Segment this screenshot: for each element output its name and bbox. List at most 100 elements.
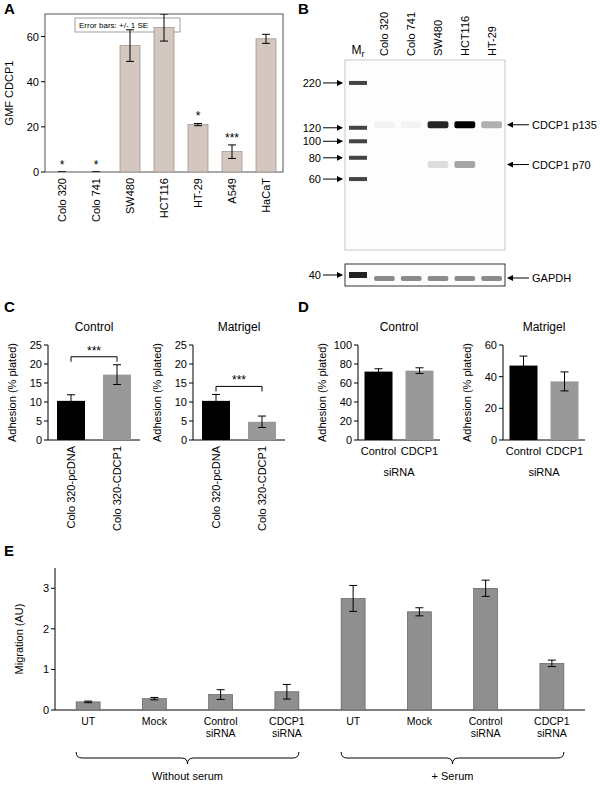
label-line: UT (81, 715, 96, 727)
error-cap (212, 394, 220, 395)
error-cap (262, 34, 270, 35)
error-line (130, 30, 131, 62)
error-cap (262, 43, 270, 44)
error-cap (375, 374, 383, 375)
y-tick (44, 383, 48, 384)
y-tick-label: 0 (491, 434, 497, 446)
y-tick (189, 440, 193, 441)
band (374, 121, 395, 128)
chart-title: Control (75, 320, 114, 334)
band (428, 161, 449, 168)
error-cap (150, 699, 158, 700)
error-bar (84, 701, 92, 703)
error-line (419, 368, 420, 374)
error-cap (126, 61, 134, 62)
error-cap (258, 427, 266, 428)
error-line (353, 585, 354, 611)
marker-label: 40 (309, 269, 321, 281)
marker-label: 60 (309, 173, 321, 185)
x-tick-label: Colo 320-CDCP1 (256, 446, 268, 531)
panel-label: B (298, 0, 309, 17)
label-line: Control (469, 715, 503, 727)
x-tick-label: CDCP1siRNA (534, 715, 570, 739)
y-tick-label: 80 (340, 358, 352, 370)
band (454, 276, 475, 281)
significance: *** (232, 373, 246, 387)
y-tick (499, 345, 503, 346)
y-tick-label: 60 (340, 377, 352, 389)
band-label: GAPDH (532, 272, 571, 284)
error-bar (160, 14, 168, 41)
error-cap (67, 406, 75, 407)
y-tick (51, 588, 55, 589)
band (481, 121, 502, 128)
annotation: * (94, 158, 99, 172)
error-line (220, 690, 221, 700)
error-cap (415, 607, 423, 608)
bar (341, 598, 365, 710)
y-tick (499, 440, 503, 441)
y-tick-label: 100 (334, 339, 352, 351)
band-label: CDCP1 p135 (532, 119, 597, 131)
error-bar (212, 394, 220, 407)
bars (58, 14, 276, 172)
band-arrow (508, 278, 529, 279)
error-cap (283, 699, 291, 700)
group-label: + Serum (432, 770, 474, 782)
y-tick (189, 364, 193, 365)
x-axis-label: siRNA (383, 466, 415, 478)
band (481, 161, 502, 168)
error-line (485, 580, 486, 596)
band (401, 276, 422, 281)
ladder-band (349, 81, 367, 85)
band-arrow (508, 164, 529, 165)
marker-arrow (323, 82, 342, 83)
x-tick-label: UT (346, 715, 361, 727)
y-tick-label: 60 (485, 339, 497, 351)
error-bar (228, 145, 236, 159)
x-tick-label: Colo 320 (56, 178, 68, 222)
error-bar (262, 34, 270, 43)
y-axis-label: Adhesion (% plated) (316, 343, 328, 442)
y-tick (354, 440, 358, 441)
label-line: Control (204, 715, 238, 727)
bar (540, 663, 564, 710)
chart-title: Control (380, 320, 419, 334)
marker-arrow (323, 179, 342, 180)
chart-title: Matrigel (523, 320, 566, 334)
y-tick (51, 669, 55, 670)
y-tick (44, 364, 48, 365)
y-tick (51, 628, 55, 629)
error-line (216, 394, 217, 407)
error-cap (150, 697, 158, 698)
error-cap (113, 384, 121, 385)
y-tick (189, 345, 193, 346)
ladder-band (349, 126, 367, 130)
y-tick (44, 440, 48, 441)
band-label: CDCP1 p70 (532, 159, 591, 171)
error-cap (548, 666, 556, 667)
y-axis-label: Adhesion (% plated) (461, 343, 473, 442)
y-tick-label: 0 (181, 434, 187, 446)
error-bar (217, 690, 225, 700)
band (401, 161, 422, 168)
error-cap (349, 585, 357, 586)
x-tick-label: Control (506, 445, 541, 457)
band (454, 121, 475, 128)
x-tick-label: ControlsiRNA (469, 715, 503, 739)
y-tick (354, 383, 358, 384)
x-tick-label: HaCaT (260, 178, 272, 213)
panel-label: D (298, 298, 309, 315)
band (374, 276, 395, 281)
y-tick (51, 710, 55, 711)
y-tick (499, 408, 503, 409)
error-cap (520, 375, 528, 376)
y-tick (354, 345, 358, 346)
error-cap (482, 580, 490, 581)
bar (474, 588, 498, 710)
loading-membrane (345, 264, 505, 286)
y-tick (499, 376, 503, 377)
error-cap (548, 660, 556, 661)
y-tick-label: 20 (27, 121, 39, 133)
error-cap (212, 407, 220, 408)
